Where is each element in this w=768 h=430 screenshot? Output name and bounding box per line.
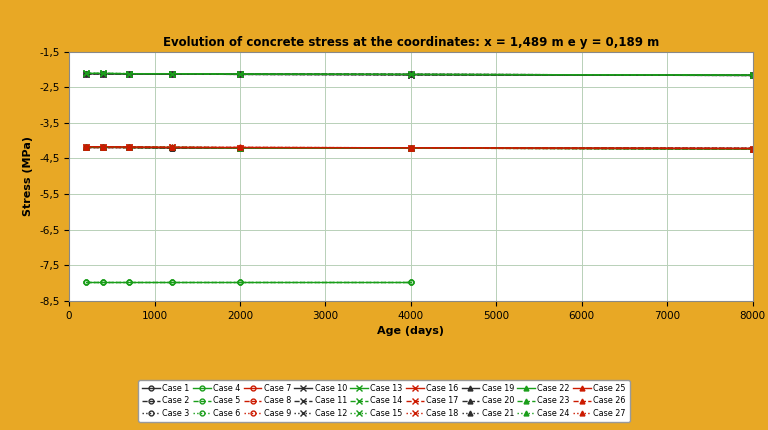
X-axis label: Age (days): Age (days)	[377, 326, 445, 336]
Y-axis label: Stress (MPa): Stress (MPa)	[24, 136, 34, 216]
Legend: Case 1, Case 2, Case 3, Case 4, Case 5, Case 6, Case 7, Case 8, Case 9, Case 10,: Case 1, Case 2, Case 3, Case 4, Case 5, …	[138, 380, 630, 422]
Title: Evolution of concrete stress at the coordinates: x = 1,489 m e y = 0,189 m: Evolution of concrete stress at the coor…	[163, 36, 659, 49]
